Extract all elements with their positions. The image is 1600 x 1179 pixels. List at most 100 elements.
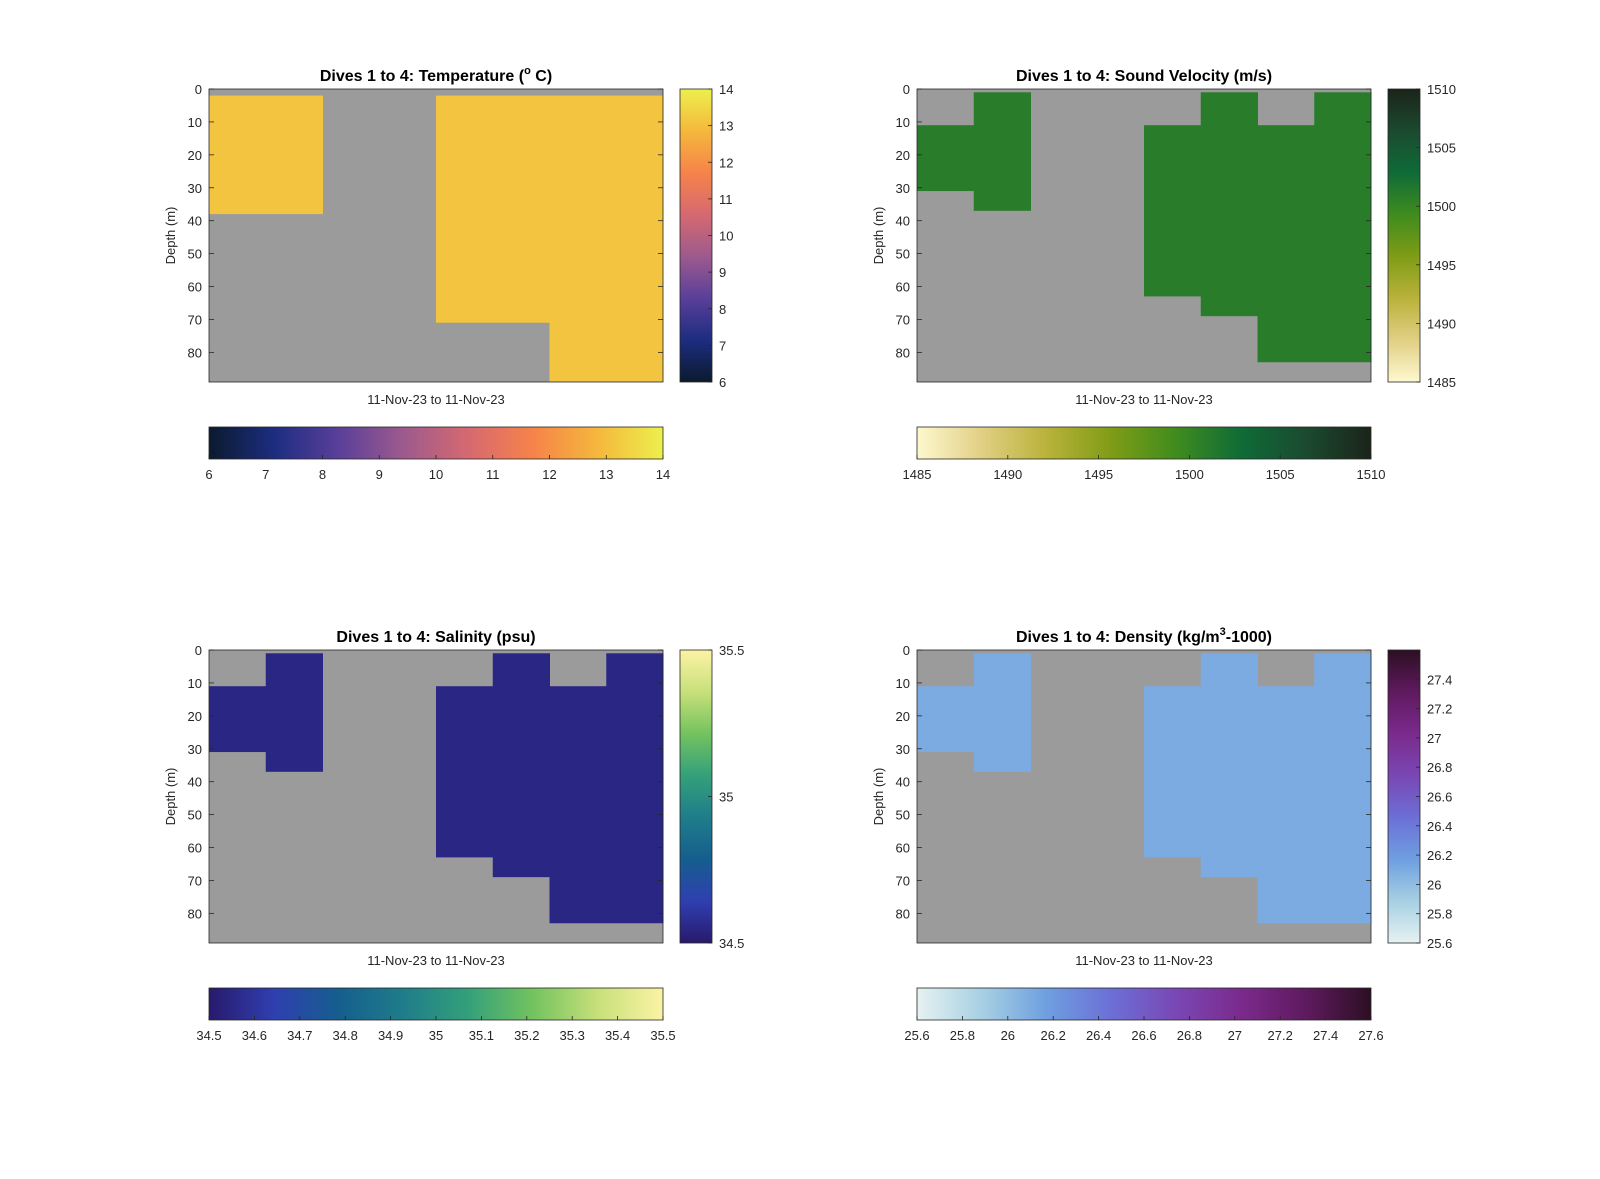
colorbar-tick-label: 26.4 xyxy=(1427,819,1452,834)
colorbar-tick-label: 26.6 xyxy=(1427,790,1452,805)
data-cell-column-7 xyxy=(1257,125,1315,363)
colorbar-horizontal xyxy=(208,987,664,1021)
data-cell-column-5 xyxy=(1144,686,1202,858)
colorbar-h-tick-label: 34.7 xyxy=(287,1028,312,1043)
y-tick-label: 0 xyxy=(903,82,910,97)
y-tick-label: 80 xyxy=(896,906,910,921)
chart-title: Dives 1 to 4: Density (kg/m3-1000) xyxy=(1016,626,1272,646)
y-tick-label: 20 xyxy=(188,148,202,163)
y-axis-label: Depth (m) xyxy=(163,207,178,265)
colorbar-tick-label: 7 xyxy=(719,338,726,353)
colorbar-tick-label: 27.2 xyxy=(1427,702,1452,717)
data-cell-column-4 xyxy=(549,95,664,383)
x-axis-label: 11-Nov-23 to 11-Nov-23 xyxy=(367,392,505,407)
colorbar-tick-label: 10 xyxy=(719,229,733,244)
y-tick-label: 30 xyxy=(896,181,910,196)
colorbar-tick-label: 1510 xyxy=(1427,82,1456,97)
colorbar-tick-label: 1485 xyxy=(1427,375,1456,390)
colorbar-h-tick-label: 1495 xyxy=(1084,467,1113,482)
colorbar-tick-label: 11 xyxy=(719,192,733,207)
data-cell-column-7 xyxy=(1257,686,1315,924)
y-tick-label: 60 xyxy=(188,280,202,295)
y-tick-label: 50 xyxy=(188,247,202,262)
data-cell-column-6 xyxy=(1200,92,1258,317)
data-cell-column-6 xyxy=(1200,653,1258,878)
colorbar-h-tick-label: 35.5 xyxy=(650,1028,675,1043)
y-tick-label: 40 xyxy=(896,214,910,229)
colorbar-h-tick-label: 7 xyxy=(262,467,269,482)
chart-panel-2: Dives 1 to 4: Sound Velocity (m/s) 0 10 20 3… xyxy=(871,68,1456,482)
colorbar-h-tick-label: 27.4 xyxy=(1313,1028,1338,1043)
y-tick-label: 10 xyxy=(188,115,202,130)
colorbar-tick-label: 26.8 xyxy=(1427,760,1452,775)
data-cell-column-2 xyxy=(265,653,323,772)
colorbar-h-tick-label: 26 xyxy=(1001,1028,1015,1043)
y-tick-label: 30 xyxy=(188,742,202,757)
y-tick-label: 20 xyxy=(188,709,202,724)
colorbar-tick-label: 1505 xyxy=(1427,141,1456,156)
colorbar-h-tick-label: 1505 xyxy=(1266,467,1295,482)
y-tick-label: 80 xyxy=(896,345,910,360)
colorbar-tick-label: 8 xyxy=(719,302,726,317)
data-cell-column-8 xyxy=(1314,653,1372,924)
data-cell-column-7 xyxy=(549,686,607,924)
y-tick-label: 20 xyxy=(896,148,910,163)
colorbar-vertical xyxy=(679,649,713,944)
x-axis-label: 11-Nov-23 to 11-Nov-23 xyxy=(1075,392,1213,407)
colorbar-tick-label: 1495 xyxy=(1427,258,1456,273)
axes-frame xyxy=(208,649,664,944)
colorbar-tick-label: 25.6 xyxy=(1427,936,1452,951)
colorbar-vertical xyxy=(1387,88,1421,383)
axes-frame xyxy=(208,88,664,383)
colorbar-h-tick-label: 12 xyxy=(542,467,556,482)
colorbar-horizontal xyxy=(916,426,1372,460)
data-cell-column-5 xyxy=(436,686,494,858)
chart-title: Dives 1 to 4: Temperature (o C) xyxy=(320,65,552,85)
y-tick-label: 70 xyxy=(188,873,202,888)
colorbar-h-tick-label: 10 xyxy=(429,467,443,482)
colorbar-h-tick-label: 35.2 xyxy=(514,1028,539,1043)
data-cell-column-2 xyxy=(973,653,1031,772)
colorbar-h-tick-label: 11 xyxy=(486,467,500,482)
colorbar-h-tick-label: 27 xyxy=(1228,1028,1242,1043)
y-tick-label: 0 xyxy=(195,82,202,97)
data-cell-column-8 xyxy=(606,653,664,924)
y-tick-label: 0 xyxy=(903,643,910,658)
y-tick-label: 60 xyxy=(896,841,910,856)
data-cell-column-1 xyxy=(209,686,267,753)
data-cell-column-1 xyxy=(917,686,975,753)
y-tick-label: 40 xyxy=(188,775,202,790)
colorbar-tick-label: 35 xyxy=(719,790,733,805)
y-tick-label: 10 xyxy=(896,676,910,691)
colorbar-h-tick-label: 25.8 xyxy=(950,1028,975,1043)
y-tick-label: 20 xyxy=(896,709,910,724)
y-tick-label: 10 xyxy=(188,676,202,691)
colorbar-tick-label: 1500 xyxy=(1427,199,1456,214)
y-tick-label: 40 xyxy=(188,214,202,229)
y-tick-label: 70 xyxy=(188,312,202,327)
y-tick-label: 10 xyxy=(896,115,910,130)
colorbar-horizontal xyxy=(916,987,1372,1021)
data-cell-column-2 xyxy=(973,92,1031,211)
data-cell-column-1 xyxy=(209,95,323,215)
colorbar-tick-label: 27.4 xyxy=(1427,672,1452,687)
chart-panel-4: Dives 1 to 4: Density (kg/m3-1000) 0 10 20 3… xyxy=(871,626,1452,1043)
y-tick-label: 80 xyxy=(188,906,202,921)
colorbar-tick-label: 27 xyxy=(1427,731,1441,746)
y-tick-label: 50 xyxy=(188,808,202,823)
y-tick-label: 60 xyxy=(896,280,910,295)
data-cell-column-8 xyxy=(1314,92,1372,363)
colorbar-h-tick-label: 26.6 xyxy=(1131,1028,1156,1043)
data-cell-column-3 xyxy=(436,95,550,323)
colorbar-h-tick-label: 35.3 xyxy=(560,1028,585,1043)
colorbar-tick-label: 1490 xyxy=(1427,316,1456,331)
colorbar-h-tick-label: 13 xyxy=(599,467,613,482)
colorbar-h-tick-label: 25.6 xyxy=(904,1028,929,1043)
colorbar-h-tick-label: 35.1 xyxy=(469,1028,494,1043)
y-axis-label: Depth (m) xyxy=(871,768,886,826)
x-axis-label: 11-Nov-23 to 11-Nov-23 xyxy=(367,953,505,968)
colorbar-tick-label: 26.2 xyxy=(1427,848,1452,863)
colorbar-tick-label: 25.8 xyxy=(1427,907,1452,922)
colorbar-h-tick-label: 1500 xyxy=(1175,467,1204,482)
